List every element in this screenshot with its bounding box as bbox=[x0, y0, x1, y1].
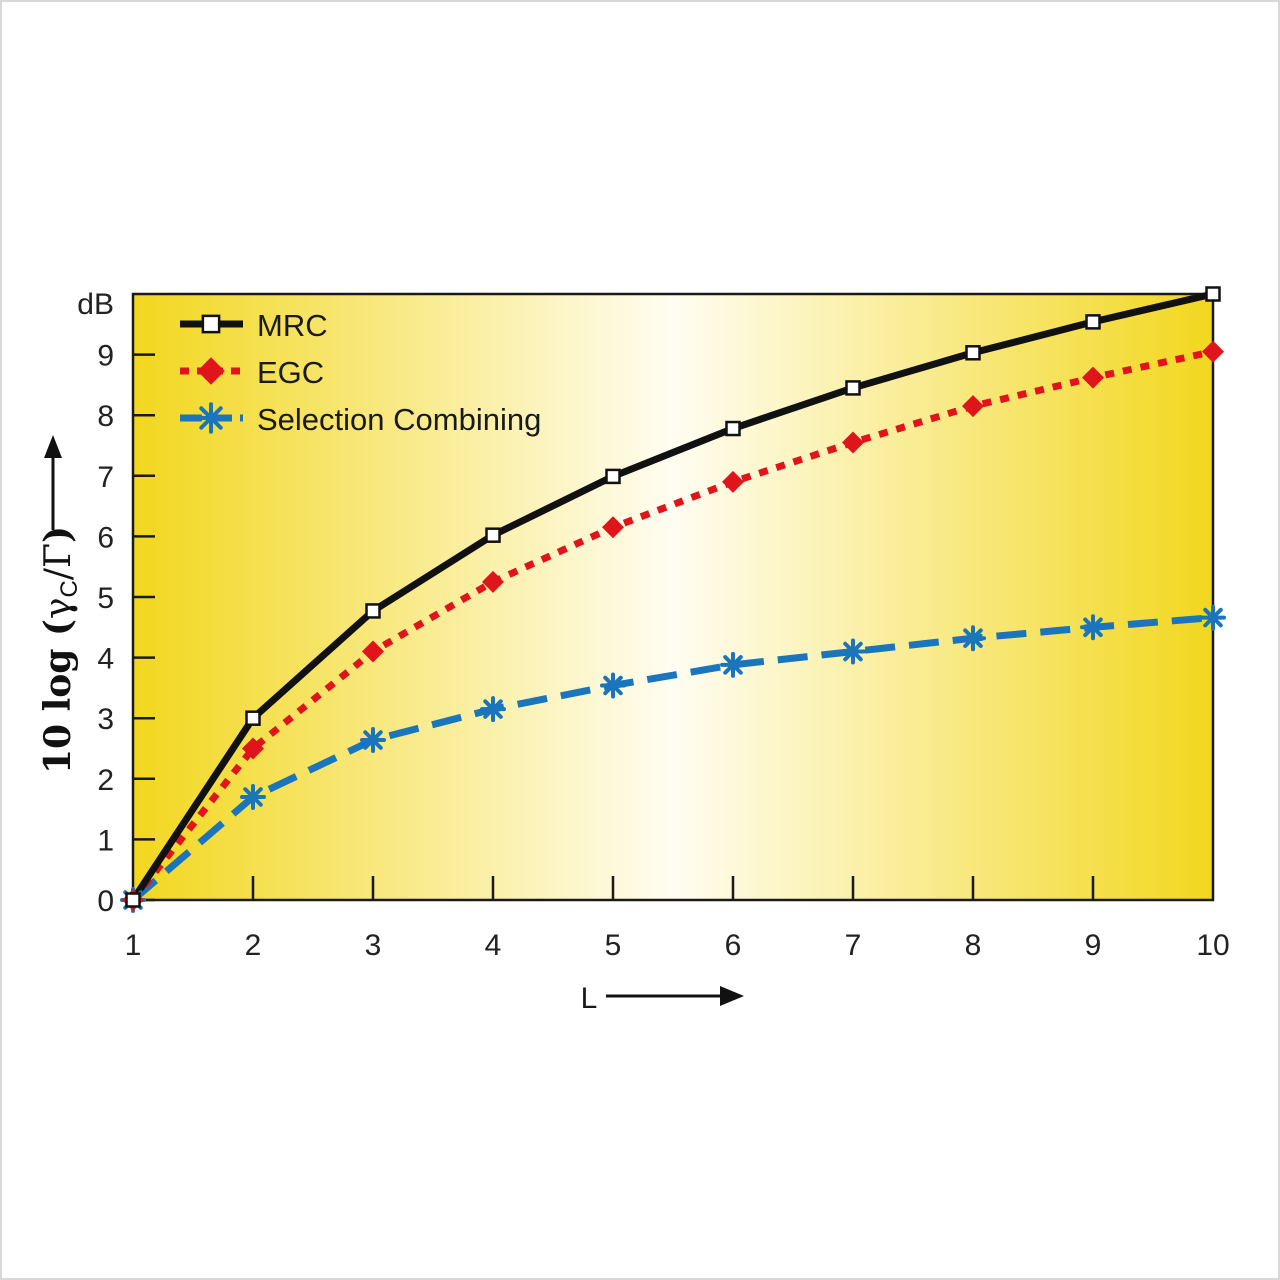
series-line-0 bbox=[130, 290, 1214, 902]
x-axis-ticks: 1 2 3 4 5 6 7 8 9 10 bbox=[125, 876, 1230, 962]
mrc-marker bbox=[245, 710, 261, 726]
x-tick-label: 1 bbox=[125, 929, 142, 962]
legend: MRC EGC Selection Combining bbox=[180, 308, 541, 437]
legend-label: MRC bbox=[257, 308, 328, 343]
x-tick-label: 8 bbox=[965, 929, 982, 962]
y-unit-label: dB bbox=[77, 288, 114, 321]
y-axis-title: 10 log (γC/Γ) bbox=[37, 526, 83, 774]
plot-area bbox=[131, 292, 1215, 902]
sc-marker bbox=[480, 696, 506, 723]
y-axis-ticks: 0 1 2 3 4 5 6 7 8 9 bbox=[97, 340, 155, 918]
x-tick-label: 4 bbox=[485, 929, 502, 962]
egc-marker bbox=[242, 737, 264, 760]
sc-marker bbox=[600, 672, 626, 699]
mrc-marker bbox=[485, 527, 501, 543]
series-layer bbox=[120, 286, 1226, 913]
y-tick-label: 5 bbox=[97, 582, 114, 615]
y-tick-label: 2 bbox=[97, 764, 114, 797]
sc-marker bbox=[240, 783, 266, 810]
y-tick-label: 0 bbox=[97, 885, 114, 918]
y-tick-label: 4 bbox=[97, 643, 114, 676]
egc-marker bbox=[842, 431, 864, 454]
sc-marker bbox=[360, 727, 386, 754]
mrc-marker bbox=[845, 380, 861, 396]
y-tick-label: 8 bbox=[97, 400, 114, 433]
x-tick-label: 10 bbox=[1196, 929, 1229, 962]
legend-label: Selection Combining bbox=[257, 402, 541, 437]
x-axis-title: L bbox=[581, 982, 598, 1015]
y-title-prefix: 10 log ( bbox=[37, 619, 79, 774]
mrc-marker bbox=[201, 314, 221, 334]
y-title-gamma: γ bbox=[38, 597, 79, 619]
x-tick-label: 2 bbox=[245, 929, 262, 962]
sc-marker bbox=[1200, 604, 1226, 631]
x-tick-label: 5 bbox=[605, 929, 622, 962]
egc-marker bbox=[362, 640, 384, 663]
x-tick-label: 3 bbox=[365, 929, 382, 962]
y-tick-label: 7 bbox=[97, 461, 114, 494]
y-tick-label: 1 bbox=[97, 824, 114, 857]
x-axis-arrow-head bbox=[720, 986, 744, 1006]
egc-marker bbox=[722, 470, 744, 493]
mrc-marker bbox=[125, 892, 141, 908]
y-title-slash: / bbox=[38, 567, 79, 580]
egc-marker bbox=[197, 357, 225, 385]
mrc-marker bbox=[725, 420, 741, 437]
y-tick-label: 3 bbox=[97, 703, 114, 736]
mrc-marker bbox=[965, 345, 981, 361]
y-title-suffix: ) bbox=[37, 526, 79, 543]
x-tick-label: 7 bbox=[845, 929, 862, 962]
x-tick-label: 9 bbox=[1085, 929, 1102, 962]
mrc-marker bbox=[605, 468, 621, 485]
series-line-2 bbox=[130, 614, 1214, 903]
mrc-marker bbox=[1205, 286, 1221, 302]
y-tick-label: 9 bbox=[97, 340, 114, 373]
series-line-1 bbox=[130, 348, 1214, 903]
x-tick-label: 6 bbox=[725, 929, 742, 962]
sc-marker bbox=[720, 651, 746, 678]
svg-text:10 log (γC/Γ): 10 log (γC/Γ) bbox=[37, 526, 83, 774]
y-axis-arrow-head bbox=[44, 435, 62, 458]
y-title-gamma-cap: Γ bbox=[38, 543, 79, 568]
sc-marker bbox=[840, 638, 866, 665]
egc-marker bbox=[602, 516, 624, 539]
egc-marker bbox=[962, 395, 984, 418]
y-tick-label: 6 bbox=[97, 521, 114, 554]
sc-marker bbox=[1080, 614, 1106, 641]
mrc-marker bbox=[1085, 314, 1101, 330]
egc-marker bbox=[482, 570, 504, 593]
sc-marker bbox=[195, 402, 227, 434]
legend-label: EGC bbox=[257, 355, 324, 390]
y-title-sub: C bbox=[56, 580, 83, 597]
mrc-marker bbox=[365, 603, 381, 619]
egc-marker bbox=[1202, 340, 1224, 363]
egc-marker bbox=[1082, 366, 1104, 389]
sc-marker bbox=[960, 625, 986, 652]
